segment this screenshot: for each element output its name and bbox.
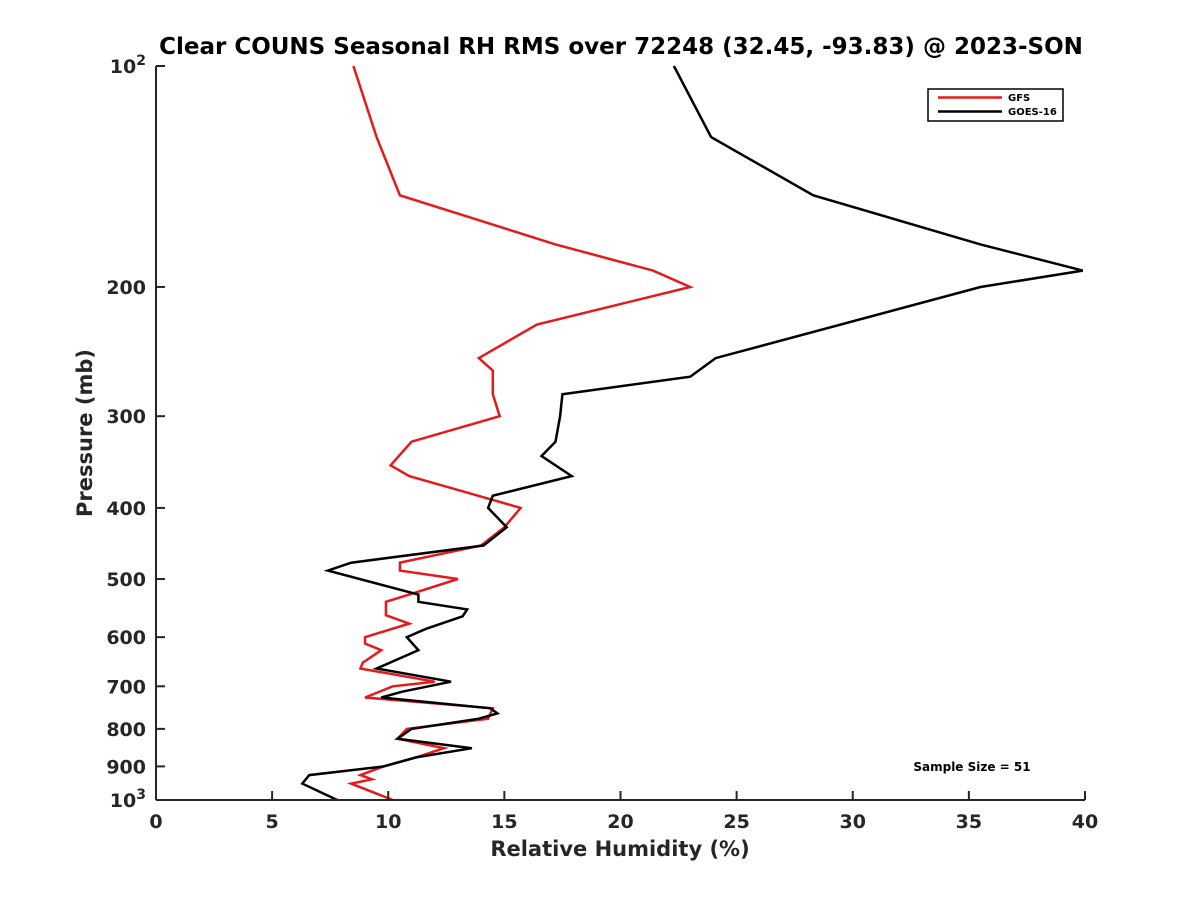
x-tick-label: 30 (840, 811, 866, 833)
chart-title: Clear COUNS Seasonal RH RMS over 72248 (… (159, 34, 1083, 60)
y-tick-label: 400 (106, 498, 146, 520)
legend-label-goes16: GOES-16 (1008, 107, 1057, 118)
x-tick-label: 25 (723, 811, 749, 833)
x-ticks: 0 5 10 15 20 25 30 35 40 (149, 791, 1098, 833)
x-tick-label: 35 (956, 811, 982, 833)
legend-label-gfs: GFS (1008, 93, 1030, 104)
series-layer (300, 65, 1084, 802)
series-line-goes16 (300, 65, 1084, 802)
x-tick-label: 40 (1072, 811, 1098, 833)
x-tick-label: 10 (375, 811, 401, 833)
y-ticks: 102 200 300 400 500 600 700 800 900 103 (106, 53, 165, 812)
x-tick-label: 0 (149, 811, 162, 833)
y-tick-label: 500 (106, 569, 146, 591)
y-tick-label: 900 (106, 756, 146, 778)
x-tick-label: 5 (266, 811, 279, 833)
y-tick-label: 300 (106, 406, 146, 428)
legend: GFS GOES-16 (927, 88, 1064, 122)
x-axis-label: Relative Humidity (%) (490, 837, 749, 861)
y-tick-label: 200 (106, 277, 146, 299)
x-tick-label: 20 (607, 811, 633, 833)
y-tick-label: 600 (106, 627, 146, 649)
y-tick-label: 102 (110, 53, 146, 78)
legend-box (927, 88, 1064, 122)
y-tick-label: 103 (110, 787, 146, 812)
x-tick-label: 15 (491, 811, 517, 833)
y-tick-label: 700 (106, 676, 146, 698)
y-axis-label: Pressure (mb) (73, 349, 97, 517)
y-tick-label: 800 (106, 719, 146, 741)
sample-size-annotation: Sample Size = 51 (913, 760, 1030, 774)
